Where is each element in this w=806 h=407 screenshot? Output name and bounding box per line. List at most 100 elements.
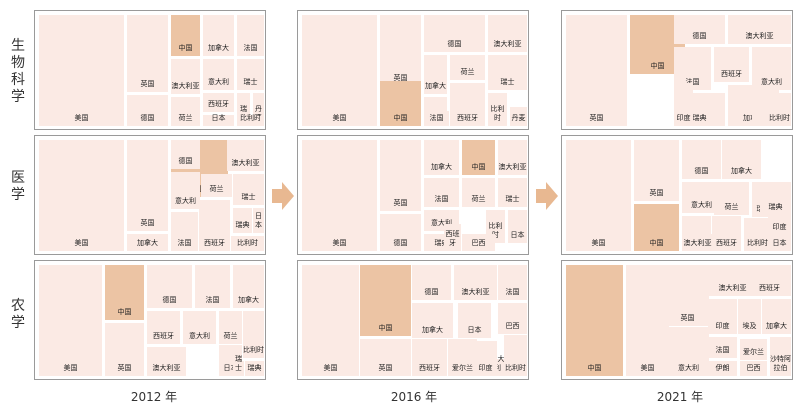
row-label-medicine: 医学 xyxy=(8,170,28,204)
treemap-cell: 加拿大 xyxy=(762,299,791,334)
treemap-cell-label: 德国 xyxy=(140,114,155,122)
treemap-cell-label: 比利时 xyxy=(488,222,503,239)
panel-medicine-2016: 美国 英国 加拿大 中国 澳大利亚 法国 瑞士 德国 荷兰 比利时 意大利 瑞典 日本 巴西 西班牙 xyxy=(297,135,529,255)
treemap-cell-label: 美国 xyxy=(640,364,655,372)
treemap-cell: 澳大利亚 xyxy=(728,15,791,44)
treemap-cell-label: 爱尔兰 xyxy=(743,348,764,356)
treemap-cell-label: 比利时 xyxy=(243,346,264,354)
treemap-cell: 日本 xyxy=(253,208,264,233)
treemap-cell: 西班牙 xyxy=(714,47,749,82)
treemap-cell-label: 中国 xyxy=(649,239,664,247)
treemap-cell: 西班牙 xyxy=(450,109,485,126)
treemap-cell: 印度 xyxy=(768,210,791,235)
treemap-cell-label: 意大利 xyxy=(189,332,210,340)
treemap-cell: 加拿大 xyxy=(127,234,168,251)
treemap-cell: 澳大利亚 xyxy=(682,234,713,251)
treemap-cell-label: 瑞典 xyxy=(768,203,783,211)
treemap-cell-label: 中国 xyxy=(378,324,393,332)
row-label-char: 学 xyxy=(11,187,25,203)
treemap-cell: 瑞士 xyxy=(488,55,527,90)
treemap-cell: 英国 xyxy=(127,140,168,231)
treemap-cell-label: 西班牙 xyxy=(419,364,440,372)
treemap-cell-label: 日本 xyxy=(772,239,787,247)
treemap-cell: 比利时 xyxy=(243,333,264,358)
row-label-char: 物 xyxy=(11,55,25,71)
treemap-cell-label: 澳大利亚 xyxy=(152,364,181,372)
treemap-cell: 西班牙 xyxy=(748,265,791,296)
treemap-cell-label: 澳大利亚 xyxy=(493,40,522,48)
treemap-cell: 德国 xyxy=(682,140,721,179)
row-label-char: 学 xyxy=(11,89,25,105)
treemap-cell-label: 英国 xyxy=(393,74,408,82)
treemap-cell-label: 比利时 xyxy=(490,105,505,122)
treemap-cell: 美国 xyxy=(302,265,359,376)
treemap-cell-label: 荷兰 xyxy=(460,68,475,76)
treemap-cell-label: 中国 xyxy=(650,62,665,70)
treemap-cell-label: 意大利 xyxy=(761,78,782,86)
treemap-cell: 英国 xyxy=(127,15,168,92)
treemap-cell: 西班牙 xyxy=(147,311,180,344)
treemap-cell: 英国 xyxy=(380,15,421,86)
treemap-cell: 荷兰 xyxy=(219,311,242,344)
treemap-cell-label: 法国 xyxy=(505,288,520,296)
treemap-cell-label: 西班牙 xyxy=(721,70,742,78)
treemap-cell-label: 中国 xyxy=(117,308,132,316)
treemap-cell-label: 丹麦 xyxy=(511,114,526,122)
treemap-cell-label: 澳大利亚 xyxy=(745,32,774,40)
treemap-cell: 荷兰 xyxy=(450,55,485,80)
treemap-cell-label: 澳大利亚 xyxy=(498,163,527,171)
treemap-cell: 瑞典 xyxy=(245,361,264,376)
treemap-cell: 加拿大 xyxy=(722,140,761,179)
treemap-cell: 英国 xyxy=(634,140,679,201)
arrow-right-icon-2 xyxy=(536,182,558,210)
treemap-cell: 法国 xyxy=(708,337,737,358)
treemap-cell-label: 荷兰 xyxy=(178,114,193,122)
treemap-cell: 荷兰 xyxy=(462,178,495,207)
treemap-cell: 日本 xyxy=(203,114,234,126)
treemap-cell: 美国 xyxy=(302,15,377,126)
treemap-cell: 澳大利亚 xyxy=(171,59,200,94)
row-label-char: 科 xyxy=(11,72,25,88)
treemap-cell-label: 日本 xyxy=(510,231,525,239)
row-label-biology: 生物科学 xyxy=(8,38,28,106)
treemap-cell: 比利时 xyxy=(504,335,527,376)
treemap-cell: 法国 xyxy=(424,178,459,207)
treemap-cell: 英国 xyxy=(566,15,627,126)
treemap-cell-label: 荷兰 xyxy=(471,195,486,203)
treemap-cell-label: 澳大利亚 xyxy=(171,82,200,90)
treemap-cell-label: 印度 xyxy=(772,223,787,231)
treemap-cell: 中国 xyxy=(360,265,411,336)
treemap-cell: 英国 xyxy=(666,265,709,326)
treemap-cell: 法国 xyxy=(195,265,230,308)
treemap-cell: 比利时 xyxy=(488,105,507,126)
treemap-cell-label: 瑞典 xyxy=(692,114,707,122)
year-label-2021: 2021 年 xyxy=(656,390,704,404)
treemap-cell: 瑞典 xyxy=(760,182,791,215)
treemap-cell: 英国 xyxy=(380,140,421,211)
treemap-cell: 法国 xyxy=(237,15,264,56)
treemap-cell: 意大利 xyxy=(183,311,216,344)
treemap-cell-label: 比利时 xyxy=(769,114,790,122)
treemap-cell-label: 法国 xyxy=(685,78,700,86)
treemap-cell-label: 美国 xyxy=(591,239,606,247)
treemap-cell: 瑞士 xyxy=(233,174,264,205)
treemap-cell-label: 瑞士 xyxy=(505,195,520,203)
treemap-cell: 西班牙 xyxy=(203,93,234,112)
treemap-cell-label: 意大利 xyxy=(490,355,505,372)
treemap-cell: 伊朗 xyxy=(708,361,737,376)
treemap-cell-label: 英国 xyxy=(117,364,132,372)
panel-agriculture-2012: 中国美国英国德国法国加拿大西班牙意大利荷兰日本印度比利时澳大利亚瑞士瑞典 xyxy=(34,260,266,380)
treemap-cell: 西班牙 xyxy=(199,200,230,251)
treemap-cell-label: 英国 xyxy=(140,219,155,227)
treemap-cell: 荷兰 xyxy=(714,182,749,215)
treemap-cell: 沙特阿拉伯 xyxy=(770,337,791,376)
treemap-cell-label: 荷兰 xyxy=(724,203,739,211)
treemap-cell-label: 澳大利亚 xyxy=(683,239,712,247)
treemap-cell: 法国 xyxy=(498,265,527,300)
treemap-cell-label: 英国 xyxy=(140,80,155,88)
treemap-cell-label: 瑞典 xyxy=(247,364,262,372)
panel-biology-2021: 中国英国德国澳大利亚法国西班牙意大利加拿大瑞典荷兰印度日本比利时 xyxy=(561,10,793,130)
treemap-cell: 加拿大 xyxy=(233,265,264,308)
treemap-cell: 意大利 xyxy=(203,59,234,90)
treemap-cell: 巴西 xyxy=(740,361,767,376)
